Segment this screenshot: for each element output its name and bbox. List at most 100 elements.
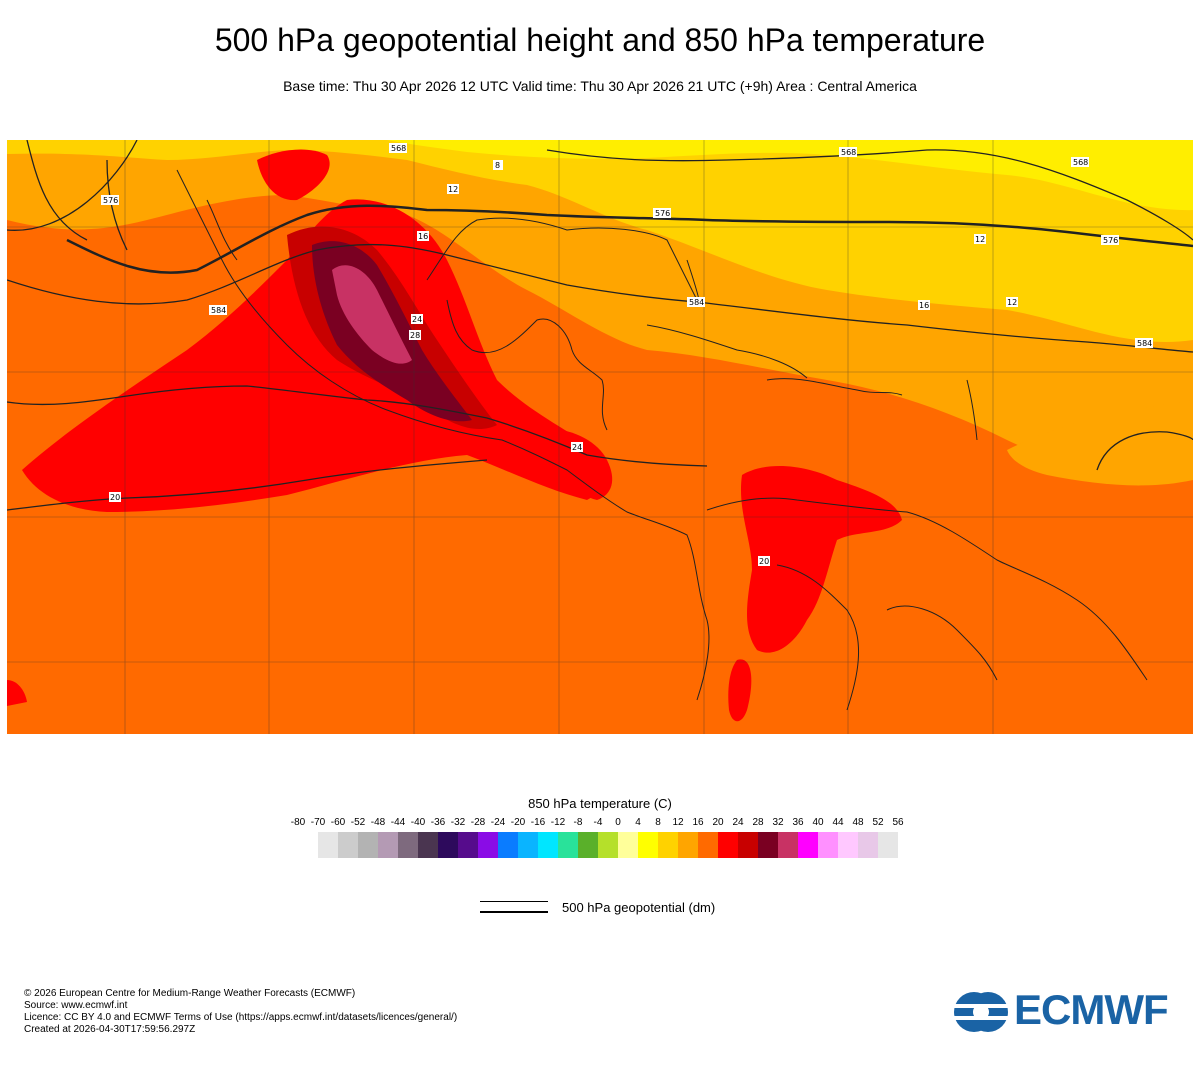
temp-field-12-16 [7,140,1193,343]
colorbar-tick-label: -16 [530,817,546,828]
contour-label: 12 [1006,297,1018,307]
svg-text:24: 24 [412,315,422,324]
colorbar-swatch [478,832,498,858]
footer-created: Created at 2026-04-30T17:59:56.297Z [24,1024,196,1035]
colorbar-tick-label: 32 [772,817,784,828]
colorbar-tick-label: 4 [635,817,641,828]
contour-label: 28 [409,330,421,340]
colorbar-swatch [758,832,778,858]
contour-label: 16 [417,231,429,241]
colorbar-tick-label: -40 [410,817,426,828]
colorbar-swatch [538,832,558,858]
chart-subtitle: Base time: Thu 30 Apr 2026 12 UTC Valid … [283,78,917,94]
colorbar-swatch [778,832,798,858]
colorbar-tick-label: -4 [593,817,603,828]
temp-field-24-28-central-america [537,429,613,500]
temp-field-24-28-north-mexico [257,149,330,201]
chart-title: 500 hPa geopotential height and 850 hPa … [214,22,986,58]
colorbar-tick-label: 16 [692,817,704,828]
contour-584-pacific [7,459,488,511]
colorbar-tick-label: -44 [390,817,406,828]
colorbar-tick-label: 36 [792,817,804,828]
colorbar-swatch [578,832,598,858]
svg-text:568: 568 [391,144,406,153]
colorbar-tick-label: -12 [550,817,566,828]
colorbar-swatch [518,832,538,858]
temp-field-36-40 [332,265,412,364]
contour-584 [1096,431,1193,471]
contour-label: 568 [389,143,407,153]
svg-text:584: 584 [1137,339,1152,348]
colorbar-swatch [498,832,518,858]
colorbar [318,832,898,858]
contour-label: 584 [209,305,227,315]
colorbar-swatch [418,832,438,858]
colorbar-tick-label: 20 [712,817,724,828]
contour-label: 8 [493,160,503,170]
contour-568 [546,149,1193,241]
contour-label-group: 568 568 568 576 576 576 584 584 584 8 12… [101,143,1153,566]
footer-copyright: © 2026 European Centre for Medium-Range … [24,988,356,999]
contour-label: 16 [918,300,930,310]
svg-text:20: 20 [759,557,769,566]
colorbar-tick-label: -28 [470,817,486,828]
footer-licence: Licence: CC BY 4.0 and ECMWF Terms of Us… [24,1012,458,1023]
colorbar-swatch [358,832,378,858]
contour-label: 568 [1071,157,1089,167]
geopotential-contours [7,140,1193,511]
contour-label: 584 [687,297,705,307]
contour-576 [66,204,1193,274]
colorbar-tick-label: 8 [655,817,661,828]
colorbar-tick-label: -20 [510,817,526,828]
footer: © 2026 European Centre for Medium-Range … [24,988,457,1036]
colorbar-tick-label: 40 [812,817,824,828]
temp-field-24-28-colombia [740,465,902,653]
colorbar-tick-label: 56 [892,817,904,828]
contour-label: 576 [101,195,119,205]
contour-label: 12 [447,184,459,194]
colorbar-swatch [678,832,698,858]
temp-field-24-28-ecuador [728,659,752,722]
contour-576-loop [26,140,88,241]
colorbar-swatch [698,832,718,858]
colorbar-swatch [738,832,758,858]
svg-text:24: 24 [572,443,582,452]
colorbar-swatch [658,832,678,858]
colorbar-tick-label: 12 [672,817,684,828]
temp-field-24-28-pacific [22,199,608,512]
svg-text:576: 576 [655,209,670,218]
svg-text:12: 12 [1007,298,1017,307]
svg-text:576: 576 [103,196,118,205]
colorbar-tick-label: 48 [852,817,864,828]
coastlines [176,169,1148,711]
contour-label: 12 [974,234,986,244]
colorbar-swatch [618,832,638,858]
contour-568 [7,140,138,231]
colorbar-swatch [718,832,738,858]
colorbar-tick-label: -8 [573,817,583,828]
footer-source: Source: www.ecmwf.int [24,1000,128,1011]
contour-label: 24 [571,442,583,452]
colorbar-title: 850 hPa temperature (C) [528,796,672,811]
colorbar-tick-labels: -80 -70 -60 -52 -48 -44 -40 -36 -32 -28 -24 -20 -16-… [288,817,928,831]
colorbar-tick-label: -24 [490,817,506,828]
geopotential-legend-line-thin [480,901,548,902]
colorbar-swatch [398,832,418,858]
svg-text:584: 584 [211,306,226,315]
contour-label: 24 [411,314,423,324]
colorbar-swatch [318,832,338,858]
svg-text:12: 12 [975,235,985,244]
contour-576-west [106,159,128,251]
geopotential-legend-line-thick [480,911,548,913]
colorbar-swatch [338,832,358,858]
contour-label: 568 [839,147,857,157]
svg-text:16: 16 [418,232,428,241]
colorbar-tick-label: 52 [872,817,884,828]
colorbar-swatch [858,832,878,858]
svg-text:20: 20 [110,493,120,502]
temp-field-8-12 [387,140,1193,211]
svg-text:28: 28 [410,331,420,340]
colorbar-tick-label: -60 [330,817,346,828]
contour-label: 576 [653,208,671,218]
ecmwf-logo-icon [952,992,1010,1032]
